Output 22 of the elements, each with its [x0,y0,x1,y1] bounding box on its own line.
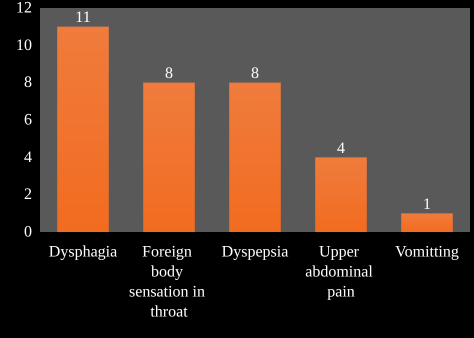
bar [57,26,109,232]
y-tick-label: 10 [16,36,32,54]
data-label: 11 [75,9,91,26]
bar [143,82,195,232]
data-label: 1 [423,196,431,213]
y-tick-label: 12 [16,0,32,16]
y-tick-label: 0 [24,224,32,240]
bar [229,82,281,232]
bar [401,213,453,232]
y-tick-label: 2 [24,186,32,204]
x-tick-label: Dysphagia [48,244,118,260]
x-tick-label: Upper abdominal pain [305,244,377,300]
data-label: 8 [251,65,259,82]
x-tick-label: Foreign body sensation in throat [129,244,209,320]
y-tick-label: 6 [24,112,32,128]
y-tick-label: 4 [24,148,32,166]
x-tick-label: Vomitting [395,244,459,260]
data-label: 4 [337,140,345,157]
y-tick-label: 8 [24,74,32,92]
data-label: 8 [165,65,173,82]
x-tick-label: Dyspepsia [222,244,288,260]
bar [315,157,367,232]
